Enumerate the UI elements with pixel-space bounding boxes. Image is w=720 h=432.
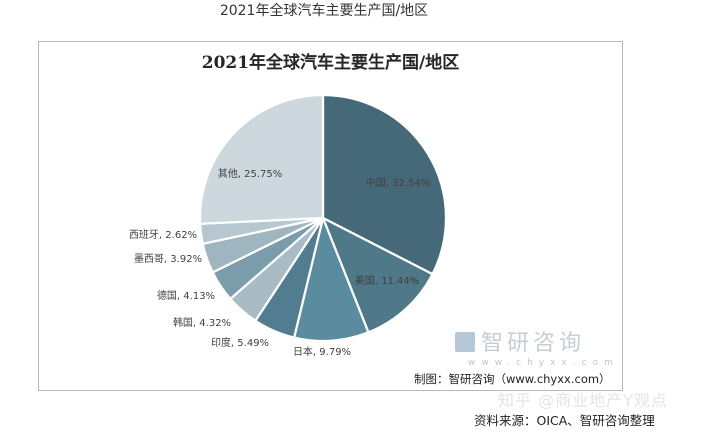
pie-slice-0 — [321, 93, 448, 276]
slice-label-0: 中国, 32.54% — [366, 176, 431, 189]
watermark-logo: 智研咨询 — [455, 332, 585, 356]
slice-label-3: 印度, 5.49% — [211, 336, 269, 349]
slice-label-8: 其他, 25.75% — [218, 167, 283, 180]
zhihu-watermark: 知乎 @商业地产Y观点 — [498, 391, 668, 410]
slice-label-7: 西班牙, 2.62% — [129, 229, 197, 241]
slice-label-6: 墨西哥, 3.92% — [134, 253, 202, 265]
watermark-brand: 智研咨询 — [481, 331, 586, 356]
pie-slice-1 — [321, 216, 434, 334]
data-source: 资料来源：OICA、智研咨询整理 — [474, 413, 655, 428]
slice-label-5: 德国, 4.13% — [157, 289, 215, 302]
brand-logo-icon — [455, 332, 475, 352]
slice-label-2: 日本, 9.79% — [293, 345, 351, 358]
page-title: 2021年全球汽车主要生产国/地区 — [219, 3, 429, 19]
chart-credit: 制图：智研咨询（www.chyxx.com） — [414, 372, 611, 386]
chart-title: 2021年全球汽车主要生产国/地区 — [201, 53, 460, 73]
slice-label-4: 韩国, 4.32% — [173, 316, 231, 329]
slice-label-1: 美国, 11.44% — [355, 274, 420, 287]
pie-slice-8 — [198, 93, 325, 225]
watermark-url: www.chyxx.com — [468, 358, 619, 368]
pie-slice-2 — [293, 216, 370, 343]
